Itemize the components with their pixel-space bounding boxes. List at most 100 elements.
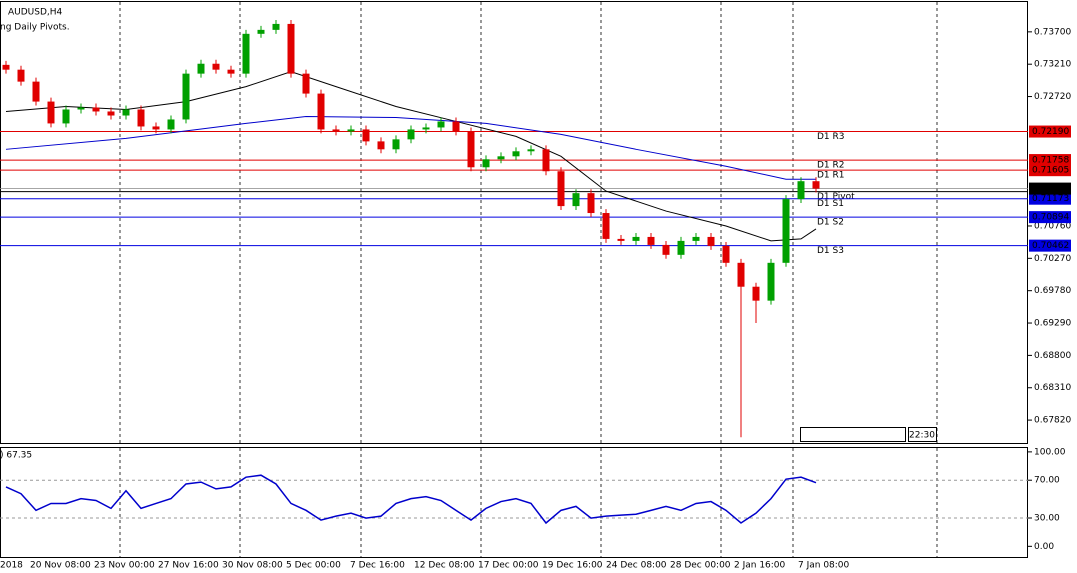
- candle-body: [782, 199, 790, 263]
- candle-body: [242, 33, 250, 74]
- candle-body: [482, 159, 490, 168]
- candle-body: [527, 149, 535, 152]
- candle-body: [737, 262, 745, 287]
- price-label: 0.71758: [1032, 156, 1069, 166]
- candle-body: [227, 69, 235, 74]
- candle-body: [62, 109, 70, 124]
- y-tick-label: 0.67820: [1034, 416, 1071, 426]
- candle-body: [92, 107, 100, 112]
- candle-body: [47, 101, 55, 124]
- x-tick-label: 23 Nov 00:00: [94, 561, 155, 571]
- pivot-level-name: D1 Pivot: [817, 192, 855, 202]
- candle-body: [677, 240, 685, 255]
- y-tick-label: 0.69290: [1034, 319, 1071, 329]
- price-label-box: [1029, 182, 1071, 195]
- candle-body: [167, 119, 175, 130]
- indicator-name: ng Daily Pivots.: [0, 23, 70, 33]
- x-tick-label: 2 Jan 16:00: [734, 561, 786, 571]
- candle-body: [422, 127, 430, 130]
- candle-body: [617, 238, 625, 241]
- price-label-box: [1029, 211, 1071, 224]
- chart-title: AUDUSD,H4: [8, 8, 63, 18]
- y-tick-label: 0.70270: [1034, 254, 1071, 264]
- price-label: 0.71173: [1032, 194, 1069, 204]
- candle-body: [17, 69, 25, 82]
- candle-body: [182, 73, 190, 120]
- candle-body: [767, 262, 775, 301]
- candle-body: [497, 156, 505, 160]
- indicator-line: [5, 474, 817, 525]
- price-label: 0.70462: [1032, 241, 1069, 251]
- candle-body: [2, 64, 10, 70]
- y-tick-label: 100.00: [1034, 447, 1066, 457]
- price-label-box: [1029, 239, 1071, 252]
- x-tick-label: 30 Nov 08:00: [222, 561, 283, 571]
- candle-body: [467, 131, 475, 168]
- pivot-level-name: D1 R1: [817, 171, 845, 181]
- price-label: 0.71326: [1032, 184, 1069, 194]
- price-label-box: [1029, 192, 1071, 205]
- candle-body: [347, 129, 355, 132]
- pivot-level-name: D1 S1: [817, 199, 844, 209]
- candle-body: [107, 111, 115, 116]
- y-tick-label: 0.72720: [1034, 92, 1071, 102]
- y-tick-label: 0.68800: [1034, 351, 1071, 361]
- candle-body: [302, 73, 310, 94]
- candle-body: [692, 236, 700, 241]
- x-tick-label: 2018: [0, 561, 23, 571]
- candle-body: [557, 171, 565, 207]
- y-tick-label: 0.68310: [1034, 383, 1071, 393]
- indicator-frame: [0, 447, 1028, 558]
- candle-body: [77, 107, 85, 110]
- y-tick-label: 0.70760: [1034, 221, 1071, 231]
- scroll-box: [800, 427, 906, 442]
- countdown: 22:30: [909, 431, 935, 441]
- time-grid: [119, 2, 938, 557]
- candle-body: [212, 63, 220, 70]
- candle-body: [572, 193, 580, 207]
- candle-body: [437, 121, 445, 128]
- candle-body: [362, 129, 370, 142]
- pivot-level-name: D1 S2: [817, 218, 844, 228]
- countdown-box: [908, 427, 937, 442]
- pivot-level-name: D1 S3: [817, 246, 844, 256]
- candle-body: [257, 29, 265, 34]
- price-label-box: [1029, 164, 1071, 177]
- candle-body: [377, 141, 385, 150]
- candle-body: [752, 286, 760, 301]
- x-tick-label: 19 Dec 16:00: [542, 561, 603, 571]
- price-label: 0.70894: [1032, 213, 1069, 223]
- candle-body: [602, 213, 610, 239]
- y-tick-label: 70.00: [1034, 476, 1060, 486]
- candle-body: [722, 245, 730, 263]
- price-label-box: [1029, 154, 1071, 167]
- indicator-label: ) 67.35: [0, 451, 32, 461]
- x-tick-label: 7 Jan 08:00: [798, 561, 850, 571]
- y-tick-label: 0.00: [1034, 542, 1054, 552]
- y-tick-label: 0.69780: [1034, 286, 1071, 296]
- candle-body: [137, 109, 145, 127]
- candle-body: [407, 129, 415, 140]
- candle-body: [152, 126, 160, 130]
- x-tick-label: 24 Dec 08:00: [606, 561, 667, 571]
- candle-body: [797, 181, 805, 200]
- y-tick-label: 0.73700: [1034, 27, 1071, 37]
- y-tick-label: 30.00: [1034, 513, 1060, 523]
- main-frame: [0, 1, 1028, 444]
- x-tick-label: 28 Dec 00:00: [670, 561, 731, 571]
- candle-body: [317, 93, 325, 130]
- x-tick-label: 12 Dec 08:00: [414, 561, 475, 571]
- y-tick-label: 0.73210: [1034, 60, 1071, 70]
- candle-body: [512, 151, 520, 157]
- candle-body: [32, 81, 40, 102]
- x-tick-label: 7 Dec 16:00: [350, 561, 405, 571]
- pivot-level-name: D1 R3: [817, 132, 845, 142]
- price-label-box: [1029, 125, 1071, 138]
- candle-body: [332, 129, 340, 132]
- candle-body: [287, 23, 295, 74]
- candle-body: [197, 63, 205, 74]
- moving-average: [5, 115, 816, 180]
- x-tick-label: 17 Dec 00:00: [478, 561, 539, 571]
